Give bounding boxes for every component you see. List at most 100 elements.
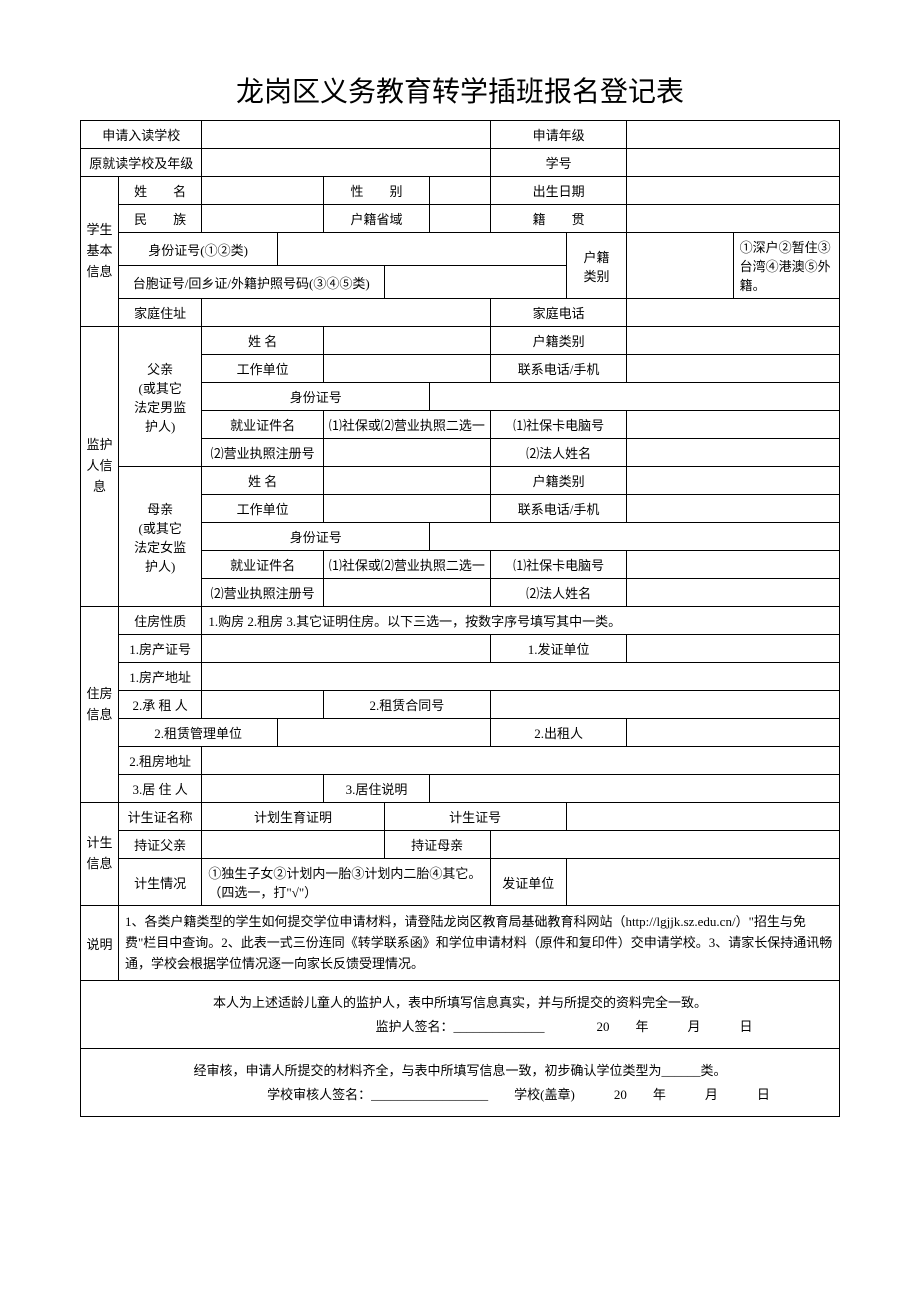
mother-label: 母亲(或其它法定女监护人): [118, 467, 201, 607]
m-shebao-value[interactable]: [627, 551, 840, 579]
cert1-label: 1.房产证号: [118, 635, 201, 663]
f-shebao-value[interactable]: [627, 411, 840, 439]
m-license-value[interactable]: [323, 579, 490, 607]
id-value[interactable]: [278, 233, 566, 266]
apply-school-value[interactable]: [202, 121, 490, 149]
notes-text: 1、各类户籍类型的学生如何提交学位申请材料，请登陆龙岗区教育局基础教育科网站（h…: [118, 906, 839, 981]
f-legal-label: ⑵法人姓名: [490, 439, 627, 467]
m-hukou-label: 户籍类别: [490, 467, 627, 495]
m-license-label: ⑵营业执照注册号: [202, 579, 323, 607]
fp-status-label: 计生情况: [118, 859, 201, 906]
f-hukou-label: 户籍类别: [490, 327, 627, 355]
hukou-type-note: ①深户②暂住③台湾④港澳⑤外籍。: [733, 233, 839, 299]
f-hukou-value[interactable]: [627, 327, 840, 355]
m-name-label: 姓 名: [202, 467, 323, 495]
f-work-value[interactable]: [323, 355, 490, 383]
addr2-label: 2.租房地址: [118, 747, 201, 775]
dob-value[interactable]: [627, 177, 840, 205]
fp-cert-no-label: 计生证号: [384, 803, 566, 831]
f-shebao-label: ⑴社保卡电脑号: [490, 411, 627, 439]
f-name-label: 姓 名: [202, 327, 323, 355]
gender-value[interactable]: [430, 177, 491, 205]
fp-cert-name-label: 计生证名称: [118, 803, 201, 831]
renter2-value[interactable]: [202, 691, 323, 719]
guardian-signature[interactable]: 本人为上述适龄儿童人的监护人，表中所填写信息真实，并与所提交的资料完全一致。 监…: [81, 981, 840, 1049]
resident3-value[interactable]: [202, 775, 323, 803]
page-title: 龙岗区义务教育转学插班报名登记表: [80, 70, 840, 110]
school-signature[interactable]: 经审核，申请人所提交的材料齐全，与表中所填写信息一致，初步确认学位类型为____…: [81, 1049, 840, 1117]
hukou-region-value[interactable]: [430, 205, 491, 233]
note3-label: 3.居住说明: [323, 775, 429, 803]
contract2-value[interactable]: [490, 691, 839, 719]
f-contact-value[interactable]: [627, 355, 840, 383]
apply-school-label: 申请入读学校: [81, 121, 202, 149]
mgmt2-label: 2.租赁管理单位: [118, 719, 277, 747]
ethnic-label: 民 族: [118, 205, 201, 233]
f-id-value[interactable]: [430, 383, 840, 411]
gender-label: 性 别: [323, 177, 429, 205]
f-legal-value[interactable]: [627, 439, 840, 467]
m-name-value[interactable]: [323, 467, 490, 495]
phone-label: 家庭电话: [490, 299, 627, 327]
addr2-value[interactable]: [202, 747, 840, 775]
resident3-label: 3.居 住 人: [118, 775, 201, 803]
orig-school-value[interactable]: [202, 149, 490, 177]
mgmt2-value[interactable]: [278, 719, 491, 747]
housing-nature-label: 住房性质: [118, 607, 201, 635]
id-label: 身份证号(①②类): [118, 233, 277, 266]
note3-value[interactable]: [430, 775, 840, 803]
m-shebao-label: ⑴社保卡电脑号: [490, 551, 627, 579]
fp-section-label: 计生信息: [81, 803, 119, 906]
native-label: 籍 贯: [490, 205, 627, 233]
m-hukou-value[interactable]: [627, 467, 840, 495]
fp-holder-m-value[interactable]: [490, 831, 839, 859]
housing-section-label: 住房信息: [81, 607, 119, 803]
student-section-label: 学生基本信息: [81, 177, 119, 327]
phone-value[interactable]: [627, 299, 840, 327]
notes-label: 说明: [81, 906, 119, 981]
f-license-label: ⑵营业执照注册号: [202, 439, 323, 467]
m-contact-label: 联系电话/手机: [490, 495, 627, 523]
f-contact-label: 联系电话/手机: [490, 355, 627, 383]
m-id-label: 身份证号: [202, 523, 430, 551]
cert1-unit-label: 1.发证单位: [490, 635, 627, 663]
lessor2-value[interactable]: [627, 719, 840, 747]
m-work-label: 工作单位: [202, 495, 323, 523]
m-id-value[interactable]: [430, 523, 840, 551]
f-id-label: 身份证号: [202, 383, 430, 411]
m-work-value[interactable]: [323, 495, 490, 523]
fp-holder-f-value[interactable]: [202, 831, 384, 859]
fp-cert-name-value: 计划生育证明: [202, 803, 384, 831]
f-name-value[interactable]: [323, 327, 490, 355]
cert1-unit-value[interactable]: [627, 635, 840, 663]
f-cert-label: 就业证件名: [202, 411, 323, 439]
hukou-region-label: 户籍省域: [323, 205, 429, 233]
m-contact-value[interactable]: [627, 495, 840, 523]
addr1-value[interactable]: [202, 663, 840, 691]
housing-nature-note: 1.购房 2.租房 3.其它证明住房。以下三选一，按数字序号填写其中一类。: [202, 607, 840, 635]
fp-cert-no-value[interactable]: [566, 803, 839, 831]
apply-grade-value[interactable]: [627, 121, 840, 149]
hukou-type-label: 户籍类别: [566, 233, 627, 299]
native-value[interactable]: [627, 205, 840, 233]
m-cert-label: 就业证件名: [202, 551, 323, 579]
fp-status-note: ①独生子女②计划内一胎③计划内二胎④其它。（四选一，打"√"）: [202, 859, 490, 906]
student-no-value[interactable]: [627, 149, 840, 177]
f-work-label: 工作单位: [202, 355, 323, 383]
renter2-label: 2.承 租 人: [118, 691, 201, 719]
hukou-type-value[interactable]: [627, 233, 733, 299]
ethnic-value[interactable]: [202, 205, 323, 233]
addr-value[interactable]: [202, 299, 490, 327]
form-table: 申请入读学校 申请年级 原就读学校及年级 学号 学生基本信息 姓 名 性 别 出…: [80, 120, 840, 1117]
m-legal-label: ⑵法人姓名: [490, 579, 627, 607]
lessor2-label: 2.出租人: [490, 719, 627, 747]
m-legal-value[interactable]: [627, 579, 840, 607]
fp-issue-unit-value[interactable]: [566, 859, 839, 906]
orig-school-label: 原就读学校及年级: [81, 149, 202, 177]
tb-id-value[interactable]: [384, 266, 566, 299]
guardian-section-label: 监护人信息: [81, 327, 119, 607]
f-license-value[interactable]: [323, 439, 490, 467]
tb-id-label: 台胞证号/回乡证/外籍护照号码(③④⑤类): [118, 266, 384, 299]
cert1-value[interactable]: [202, 635, 490, 663]
name-value[interactable]: [202, 177, 323, 205]
